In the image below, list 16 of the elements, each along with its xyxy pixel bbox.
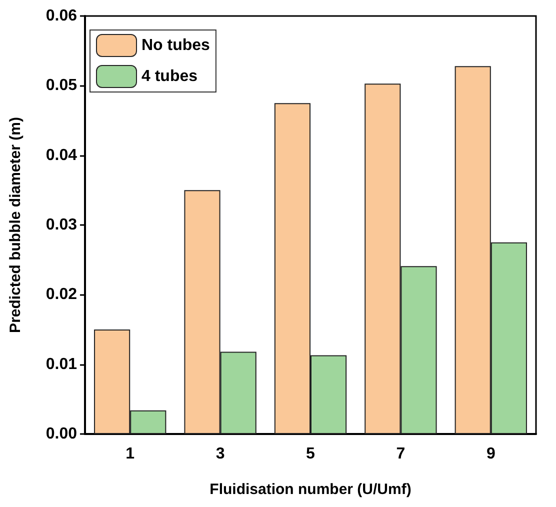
y-tick-label: 0.05 bbox=[46, 77, 78, 94]
y-tick-label: 0.03 bbox=[46, 216, 78, 234]
legend-label: No tubes bbox=[142, 37, 210, 54]
x-axis-title: Fluidisation number (U/Umf) bbox=[210, 481, 412, 498]
y-axis-title: Predicted bubble diameter (m) bbox=[7, 117, 24, 333]
y-tick-label: 0.01 bbox=[46, 356, 78, 373]
x-tick-label: 7 bbox=[396, 446, 406, 462]
y-tick-label: 0.00 bbox=[46, 426, 78, 442]
y-tick-label: 0.06 bbox=[46, 8, 78, 24]
x-tick-label: 9 bbox=[486, 446, 496, 462]
x-tick-label: 1 bbox=[126, 446, 135, 462]
y-tick-label: 0.04 bbox=[46, 146, 78, 164]
y-tick-label: 0.02 bbox=[46, 286, 78, 304]
legend-label: 4 tubes bbox=[142, 68, 198, 85]
x-tick-label: 3 bbox=[216, 446, 225, 462]
x-tick-label: 5 bbox=[306, 446, 316, 462]
